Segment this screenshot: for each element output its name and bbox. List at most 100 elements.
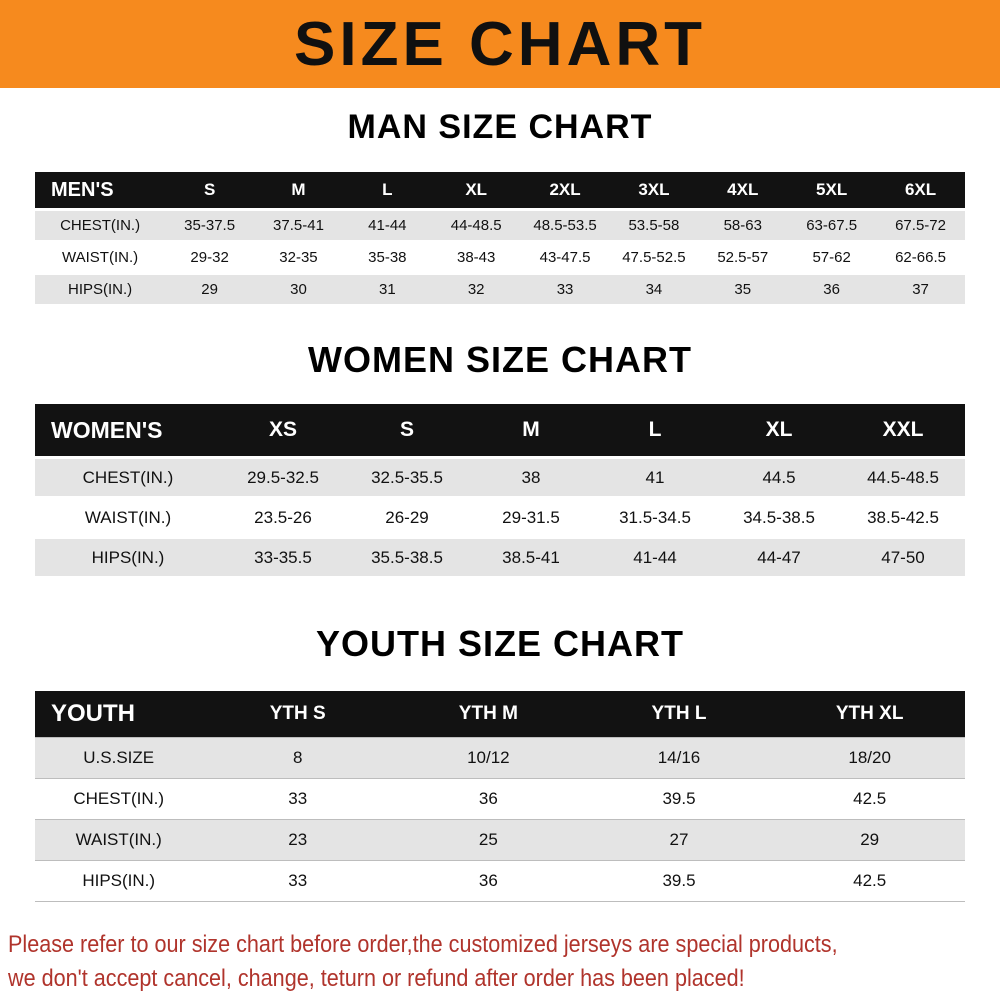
men-section-heading: MAN SIZE CHART bbox=[347, 108, 653, 146]
youth-hips-row: HIPS(IN.) 33 36 39.5 42.5 bbox=[35, 860, 965, 902]
women-col-header: XXL bbox=[841, 404, 965, 456]
row-label: CHEST(IN.) bbox=[35, 459, 221, 496]
table-cell: 38 bbox=[469, 459, 593, 496]
row-label: WAIST(IN.) bbox=[35, 499, 221, 536]
table-cell: 8 bbox=[202, 736, 394, 779]
men-table-title: MEN'S bbox=[35, 172, 166, 208]
table-cell: 38.5-42.5 bbox=[841, 499, 965, 536]
row-label: HIPS(IN.) bbox=[35, 275, 166, 304]
women-col-header: XL bbox=[717, 404, 841, 456]
table-cell: 18/20 bbox=[774, 736, 965, 779]
table-cell: 42.5 bbox=[774, 860, 965, 902]
table-cell: 44.5-48.5 bbox=[841, 459, 965, 496]
youth-col-header: YTH XL bbox=[774, 691, 965, 737]
women-col-header: XS bbox=[221, 404, 345, 456]
table-cell: 35-37.5 bbox=[165, 211, 255, 240]
table-cell: 67.5-72 bbox=[876, 211, 965, 240]
table-cell: 29.5-32.5 bbox=[221, 459, 345, 496]
table-cell: 23.5-26 bbox=[221, 499, 345, 536]
youth-waist-row: WAIST(IN.) 23 25 27 29 bbox=[35, 819, 965, 861]
men-size-table: MEN'S S M L XL 2XL 3XL 4XL 5XL 6XL CHEST… bbox=[35, 169, 965, 307]
table-cell: 36 bbox=[393, 778, 584, 820]
table-cell: 26-29 bbox=[345, 499, 469, 536]
youth-table-title: YOUTH bbox=[35, 691, 203, 737]
title-banner: SIZE CHART bbox=[0, 0, 1000, 88]
table-cell: 33 bbox=[520, 275, 610, 304]
table-cell: 33 bbox=[202, 860, 394, 902]
table-cell: 35-38 bbox=[342, 243, 432, 272]
table-cell: 36 bbox=[393, 860, 584, 902]
table-cell: 32 bbox=[431, 275, 521, 304]
table-cell: 37 bbox=[876, 275, 965, 304]
men-col-header: XL bbox=[431, 172, 521, 208]
women-col-header: M bbox=[469, 404, 593, 456]
men-col-header: 5XL bbox=[787, 172, 877, 208]
women-section-heading: WOMEN SIZE CHART bbox=[308, 339, 692, 380]
youth-col-header: YTH S bbox=[202, 691, 394, 737]
table-cell: 52.5-57 bbox=[698, 243, 788, 272]
table-cell: 29-31.5 bbox=[469, 499, 593, 536]
table-cell: 43-47.5 bbox=[520, 243, 610, 272]
policy-line-2: we don't accept cancel, change, teturn o… bbox=[8, 964, 745, 992]
women-chest-row: CHEST(IN.) 29.5-32.5 32.5-35.5 38 41 44.… bbox=[35, 459, 965, 496]
row-label: U.S.SIZE bbox=[35, 736, 203, 779]
policy-line-1: Please refer to our size chart before or… bbox=[8, 930, 838, 958]
women-col-header: L bbox=[593, 404, 717, 456]
men-col-header: M bbox=[254, 172, 343, 208]
row-label: HIPS(IN.) bbox=[35, 860, 203, 902]
men-col-header: L bbox=[342, 172, 432, 208]
table-cell: 27 bbox=[583, 819, 775, 861]
table-cell: 25 bbox=[393, 819, 584, 861]
table-cell: 44.5 bbox=[717, 459, 841, 496]
row-label: CHEST(IN.) bbox=[35, 211, 166, 240]
table-cell: 33 bbox=[202, 778, 394, 820]
women-header-row: WOMEN'S XS S M L XL XXL bbox=[35, 404, 965, 456]
men-col-header: 2XL bbox=[520, 172, 610, 208]
table-cell: 30 bbox=[254, 275, 343, 304]
women-waist-row: WAIST(IN.) 23.5-26 26-29 29-31.5 31.5-34… bbox=[35, 499, 965, 536]
page-title: SIZE CHART bbox=[294, 9, 706, 79]
table-cell: 32.5-35.5 bbox=[345, 459, 469, 496]
youth-col-header: YTH L bbox=[583, 691, 775, 737]
table-cell: 35 bbox=[698, 275, 788, 304]
table-cell: 39.5 bbox=[583, 778, 775, 820]
table-cell: 29-32 bbox=[165, 243, 255, 272]
youth-header-row: YOUTH YTH S YTH M YTH L YTH XL bbox=[35, 691, 965, 737]
table-cell: 36 bbox=[787, 275, 877, 304]
table-cell: 29 bbox=[774, 819, 965, 861]
men-waist-row: WAIST(IN.) 29-32 32-35 35-38 38-43 43-47… bbox=[35, 243, 965, 272]
table-cell: 33-35.5 bbox=[221, 539, 345, 576]
table-cell: 63-67.5 bbox=[787, 211, 877, 240]
row-label: HIPS(IN.) bbox=[35, 539, 221, 576]
women-col-header: S bbox=[345, 404, 469, 456]
table-cell: 47.5-52.5 bbox=[609, 243, 699, 272]
table-cell: 41-44 bbox=[342, 211, 432, 240]
table-cell: 34 bbox=[609, 275, 699, 304]
table-cell: 38-43 bbox=[431, 243, 521, 272]
table-cell: 10/12 bbox=[393, 736, 584, 779]
table-cell: 42.5 bbox=[774, 778, 965, 820]
table-cell: 29 bbox=[165, 275, 255, 304]
row-label: WAIST(IN.) bbox=[35, 243, 166, 272]
table-cell: 32-35 bbox=[254, 243, 343, 272]
row-label: CHEST(IN.) bbox=[35, 778, 203, 820]
table-cell: 57-62 bbox=[787, 243, 877, 272]
men-col-header: S bbox=[165, 172, 255, 208]
table-cell: 31.5-34.5 bbox=[593, 499, 717, 536]
row-label: WAIST(IN.) bbox=[35, 819, 203, 861]
youth-ussize-row: U.S.SIZE 8 10/12 14/16 18/20 bbox=[35, 736, 965, 779]
table-cell: 38.5-41 bbox=[469, 539, 593, 576]
men-hips-row: HIPS(IN.) 29 30 31 32 33 34 35 36 37 bbox=[35, 275, 965, 304]
women-size-table: WOMEN'S XS S M L XL XXL CHEST(IN.) 29.5-… bbox=[35, 401, 965, 579]
table-cell: 35.5-38.5 bbox=[345, 539, 469, 576]
table-cell: 48.5-53.5 bbox=[520, 211, 610, 240]
table-cell: 37.5-41 bbox=[254, 211, 343, 240]
table-cell: 31 bbox=[342, 275, 432, 304]
men-col-header: 3XL bbox=[609, 172, 699, 208]
youth-chest-row: CHEST(IN.) 33 36 39.5 42.5 bbox=[35, 778, 965, 820]
table-cell: 62-66.5 bbox=[876, 243, 965, 272]
table-cell: 14/16 bbox=[583, 736, 775, 779]
table-cell: 44-47 bbox=[717, 539, 841, 576]
women-hips-row: HIPS(IN.) 33-35.5 35.5-38.5 38.5-41 41-4… bbox=[35, 539, 965, 576]
